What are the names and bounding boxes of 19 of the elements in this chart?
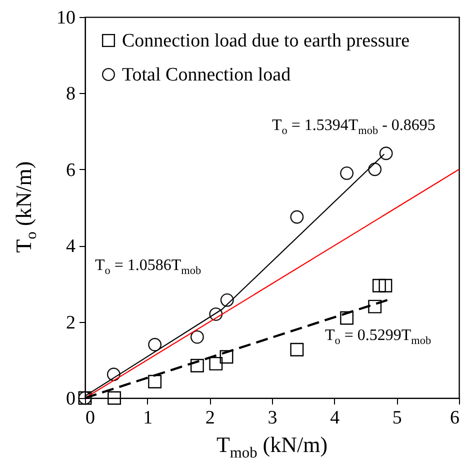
annotation: T$_{o}$ = 1.5394T$_{mob}$ - 0.8695 xyxy=(272,117,436,138)
annotation: T$_{o}$ = 0.5299T$_{mob}$ xyxy=(325,327,432,348)
x-tick-label: 5 xyxy=(392,408,402,428)
legend-label: Total Connection load xyxy=(122,64,292,86)
x-tick-label: 4 xyxy=(330,408,340,428)
y-tick-label: 8 xyxy=(66,84,76,105)
x-tick-label: 3 xyxy=(268,408,278,428)
x-tick-label: 6 xyxy=(450,408,460,428)
legend-label: Connection load due to earth pressure xyxy=(122,30,410,52)
x-axis-title: T$_{mob}$ (kN/m) xyxy=(216,432,328,462)
y-tick-label: 10 xyxy=(56,8,76,28)
y-tick-label: 6 xyxy=(66,160,76,181)
x-tick-label: 2 xyxy=(205,408,215,428)
y-tick-label: 0 xyxy=(66,388,76,410)
x-tick-label: 0 xyxy=(86,408,95,428)
x-tick-label: 1 xyxy=(143,408,153,428)
y-tick-label: 2 xyxy=(66,312,76,334)
annotation: T$_{o}$ = 1.0586T$_{mob}$ xyxy=(95,257,202,278)
y-tick-label: 4 xyxy=(66,236,76,258)
